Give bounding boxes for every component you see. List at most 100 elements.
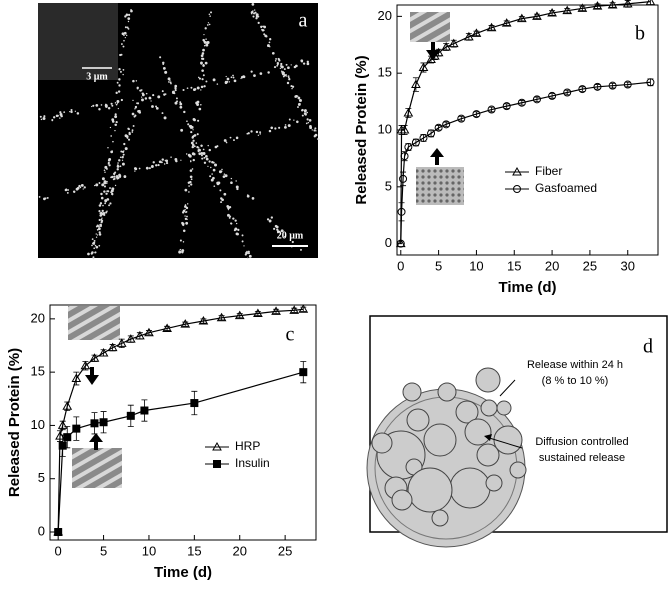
marker xyxy=(404,143,413,152)
legend-label: HRP xyxy=(235,439,260,453)
speckle xyxy=(250,130,253,133)
marker xyxy=(472,110,481,119)
speckle xyxy=(220,201,223,204)
error-bar xyxy=(400,171,407,187)
speckle xyxy=(290,85,293,88)
marker xyxy=(464,31,474,41)
speckle xyxy=(100,219,104,223)
speckle xyxy=(186,215,188,218)
speckle xyxy=(196,103,200,107)
speckle xyxy=(287,75,290,77)
speckle xyxy=(230,181,233,185)
marker xyxy=(427,129,436,138)
speckle xyxy=(128,131,131,134)
speckle xyxy=(186,218,188,220)
marker xyxy=(397,207,406,216)
speckle xyxy=(145,166,149,170)
speckle xyxy=(98,231,101,234)
speckle xyxy=(297,96,301,100)
speckle xyxy=(94,251,97,254)
speckle xyxy=(185,206,189,210)
speckle xyxy=(287,66,290,70)
speckle xyxy=(303,109,307,113)
speckle xyxy=(181,211,185,214)
panel-label: a xyxy=(299,10,308,32)
speckle xyxy=(59,111,62,114)
speckle xyxy=(287,124,291,128)
speckle xyxy=(189,175,193,179)
speckle xyxy=(224,174,228,177)
speckle xyxy=(284,124,287,126)
speckle xyxy=(114,102,117,104)
speckle xyxy=(203,34,205,36)
speckle xyxy=(51,119,54,122)
speckle xyxy=(118,159,121,162)
speckle xyxy=(216,181,220,185)
speckle xyxy=(301,114,304,117)
legend-label: Insulin xyxy=(235,456,270,470)
speckle xyxy=(306,118,309,121)
speckle xyxy=(202,38,205,42)
error-bar xyxy=(518,100,525,106)
marker xyxy=(646,78,655,87)
speckle xyxy=(187,203,189,205)
speckle xyxy=(191,152,195,156)
speckle xyxy=(235,185,239,189)
error-bar xyxy=(218,315,225,321)
speckle xyxy=(233,229,236,232)
speckle xyxy=(228,205,232,209)
speckle xyxy=(222,175,226,178)
speckle xyxy=(120,43,123,45)
speckle xyxy=(118,84,121,87)
speckle xyxy=(269,46,271,48)
speckle xyxy=(107,163,109,165)
speckle xyxy=(104,104,108,108)
speckle xyxy=(189,169,193,172)
speckle xyxy=(211,173,213,175)
speckle xyxy=(190,86,193,89)
speckle xyxy=(246,257,249,260)
y-tick-label: 10 xyxy=(31,417,45,432)
speckle xyxy=(306,62,310,66)
speckle xyxy=(134,114,136,116)
speckle xyxy=(202,152,206,155)
speckle xyxy=(315,130,317,132)
speckle xyxy=(132,124,135,127)
speckle xyxy=(276,63,279,66)
speckle xyxy=(226,77,230,81)
marker xyxy=(411,138,420,147)
speckle xyxy=(202,74,205,77)
error-bar xyxy=(533,96,540,102)
legend-marker xyxy=(212,441,222,451)
y-tick-label: 15 xyxy=(31,364,45,379)
pointer xyxy=(499,379,516,397)
speckle xyxy=(188,191,190,193)
speckle xyxy=(235,222,238,225)
speckle xyxy=(92,241,96,245)
speckle xyxy=(200,54,204,58)
speckle xyxy=(198,152,202,156)
speckle xyxy=(184,208,186,211)
pore xyxy=(480,399,498,417)
speckle xyxy=(268,129,272,133)
error-bar xyxy=(145,330,152,336)
speckle xyxy=(271,51,275,55)
speckle xyxy=(174,101,178,105)
speckle xyxy=(107,106,111,110)
speckle xyxy=(201,57,204,60)
error-bar xyxy=(564,89,571,96)
speckle xyxy=(59,113,63,116)
speckle xyxy=(106,182,108,185)
pore xyxy=(407,467,453,513)
speckle xyxy=(200,154,203,157)
speckle xyxy=(201,69,204,72)
speckle xyxy=(241,240,244,243)
marker xyxy=(253,308,263,318)
speckle xyxy=(295,64,298,68)
speckle xyxy=(186,87,189,89)
fiber-image xyxy=(410,12,450,42)
speckle xyxy=(114,123,117,127)
marker xyxy=(623,80,632,89)
speckle xyxy=(187,181,191,184)
speckle xyxy=(80,183,84,187)
